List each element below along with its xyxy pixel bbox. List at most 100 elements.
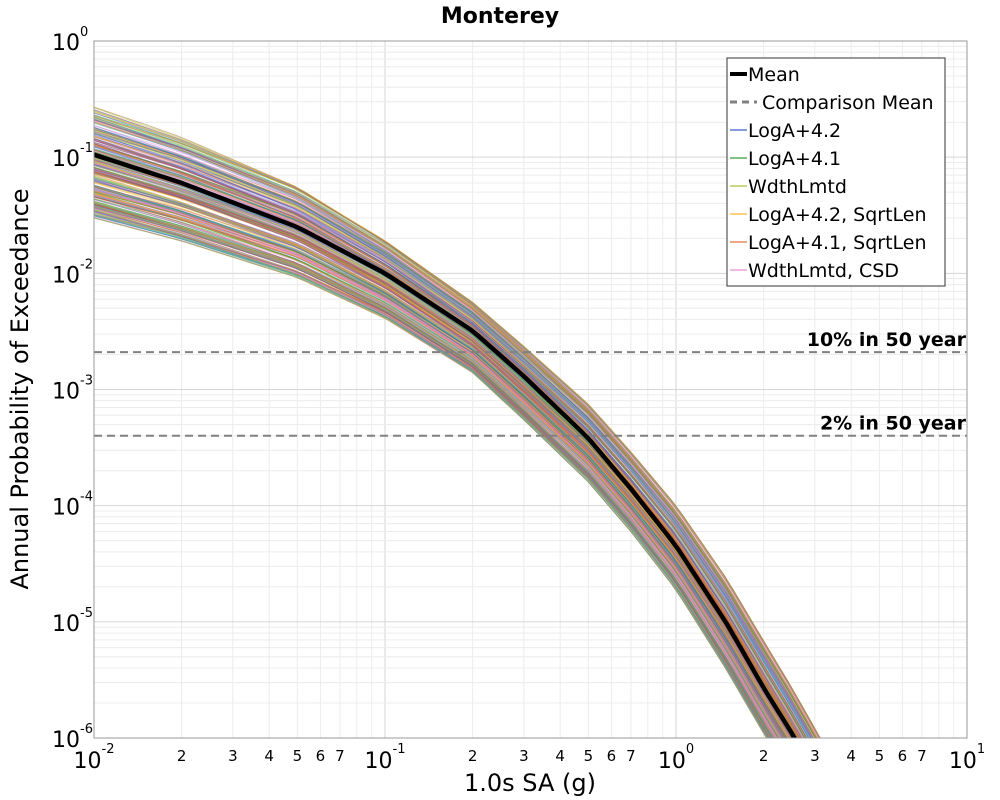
branch-curve [94,166,792,738]
branch-curve [94,178,787,738]
branch-curve [94,161,790,738]
y-tick-label: 10-6 [52,722,93,753]
branch-curve [94,164,790,738]
branch-curve [94,162,800,738]
branch-curve [94,158,804,738]
branch-curve [94,209,768,738]
branch-curve [94,178,792,738]
branch-curve [94,182,784,738]
legend-entry: LogA+4.2, SqrtLen [730,204,927,226]
branch-curve [94,190,782,738]
x-minor-tick-label: 7 [335,747,345,765]
branch-curve [94,215,770,738]
branch-curve [94,164,801,738]
branch-curve [94,192,773,738]
branch-curve [94,136,807,738]
branch-curve [94,189,782,738]
x-minor-tick-label: 4 [555,747,565,765]
legend-entry: Mean [730,64,800,86]
branch-curve [94,119,820,738]
branch-curve [94,163,794,738]
branch-curve [94,177,783,738]
plot-frame [93,40,968,739]
legend-label: WdthLmtd, CSD [748,260,899,282]
branch-curve [94,198,775,738]
reference-lines: 10% in 50 year 2% in 50 year [94,329,967,437]
branch-curve [94,119,816,738]
x-tick-label: 100 [658,742,694,774]
branch-curves [94,106,821,738]
branch-curve [94,161,792,738]
branch-curve [94,179,784,738]
branch-curve [94,159,789,738]
y-tick-label: 10-2 [52,257,93,288]
x-minor-tick-label: 2 [468,747,478,765]
branch-curve [94,126,809,738]
legend-box [726,57,946,287]
legend-entry: LogA+4.2 [730,120,841,142]
branch-curve [94,191,789,738]
y-tick-label: 10-3 [52,374,93,405]
branch-curve [94,158,793,738]
y-axis-label: Annual Probability of Exceedance [6,188,34,589]
branch-curve [94,134,806,738]
chart-title: Monterey [441,4,559,29]
branch-curve [94,164,798,738]
y-tick-label: 10-5 [52,606,93,637]
branch-curve [94,163,796,738]
branch-curve [94,162,789,738]
legend-label: LogA+4.2 [748,120,841,142]
branch-curve [94,118,810,738]
branch-curve [94,189,786,738]
legend-entry: LogA+4.1 [730,148,841,170]
branch-curve [94,193,781,738]
mean-curve-layer [94,152,798,738]
branch-curve [94,121,817,738]
x-minor-tick-label: 4 [264,747,274,765]
y-tick-label: 10-4 [52,490,93,521]
branch-curve [94,159,797,738]
branch-curve [94,167,791,738]
branch-curve [94,167,787,738]
branch-curve [94,165,797,738]
branch-curve [94,131,814,738]
branch-curve [94,169,793,738]
branch-curve [94,112,820,738]
x-minor-tick-label: 6 [316,747,326,765]
branch-curve [94,187,788,738]
branch-curve [94,161,791,738]
branch-curve [94,167,789,738]
legend-entry: WdthLmtd, CSD [730,260,899,282]
branch-curve [94,129,807,738]
branch-curve [94,120,814,738]
branch-curve [94,192,779,738]
branch-curve [94,178,785,738]
legend: Mean Comparison Mean LogA+4.2 LogA+4.1 WdthL… [726,57,946,287]
branch-curve [94,159,803,738]
branch-curve [94,163,802,738]
branch-curve [94,119,818,738]
branch-curve [94,157,796,738]
reference-line-label: 2% in 50 year [820,413,967,435]
branch-curve [94,112,813,738]
x-minor-tick-label: 7 [917,747,927,765]
legend-label: WdthLmtd [748,176,847,198]
branch-curve [94,187,778,738]
branch-curve [94,115,821,738]
branch-curve [94,119,810,738]
y-axis-ticks: 100 10-1 10-2 10-3 10-4 10-5 10-6 [52,25,93,753]
legend-entry: Comparison Mean [730,92,934,114]
legend-label: LogA+4.1 [748,148,841,170]
legend-entry: WdthLmtd [730,176,847,198]
branch-curve [94,161,793,738]
branch-curve [94,191,774,738]
branch-curve [94,200,774,738]
mean-curve [94,152,798,738]
branch-curve [94,196,785,738]
x-minor-tick-label: 5 [875,747,885,765]
branch-curve [94,196,784,738]
branch-curve [94,181,789,738]
branch-curve [94,179,785,738]
